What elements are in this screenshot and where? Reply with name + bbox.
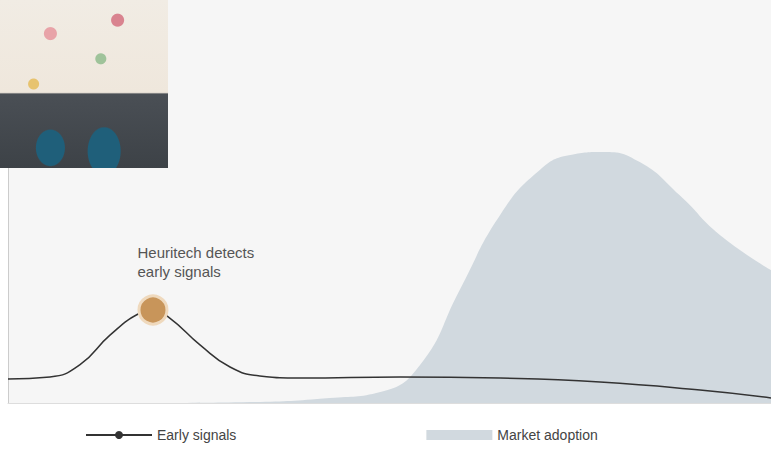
svg-text:Market adoption: Market adoption [497,427,597,443]
svg-text:Heuritech detects: Heuritech detects [137,244,258,261]
svg-text:Early signals: Early signals [157,427,236,443]
svg-text:early signals: early signals [137,263,220,280]
